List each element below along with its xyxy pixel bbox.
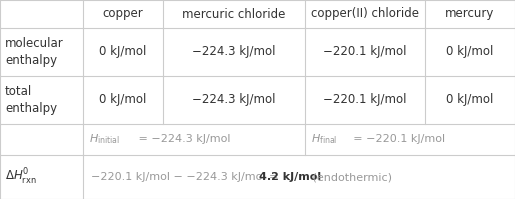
Text: $H_{\rm final}$: $H_{\rm final}$ xyxy=(311,133,337,146)
Text: 0 kJ/mol: 0 kJ/mol xyxy=(447,46,494,59)
Text: −220.1 kJ/mol: −220.1 kJ/mol xyxy=(323,46,407,59)
Text: 0 kJ/mol: 0 kJ/mol xyxy=(99,46,147,59)
Text: −220.1 kJ/mol − −224.3 kJ/mol =: −220.1 kJ/mol − −224.3 kJ/mol = xyxy=(91,172,282,182)
Text: copper: copper xyxy=(102,8,143,20)
Text: mercury: mercury xyxy=(445,8,495,20)
Text: = −224.3 kJ/mol: = −224.3 kJ/mol xyxy=(135,135,231,144)
Text: = −220.1 kJ/mol: = −220.1 kJ/mol xyxy=(351,135,445,144)
Text: −224.3 kJ/mol: −224.3 kJ/mol xyxy=(192,94,276,106)
Text: 0 kJ/mol: 0 kJ/mol xyxy=(99,94,147,106)
Text: total
enthalpy: total enthalpy xyxy=(5,85,57,115)
Text: molecular
enthalpy: molecular enthalpy xyxy=(5,37,64,67)
Text: 0 kJ/mol: 0 kJ/mol xyxy=(447,94,494,106)
Text: mercuric chloride: mercuric chloride xyxy=(182,8,286,20)
Text: −220.1 kJ/mol: −220.1 kJ/mol xyxy=(323,94,407,106)
Text: copper(II) chloride: copper(II) chloride xyxy=(311,8,419,20)
Text: $\Delta H^0_{\rm rxn}$: $\Delta H^0_{\rm rxn}$ xyxy=(5,167,37,187)
Text: 4.2 kJ/mol: 4.2 kJ/mol xyxy=(259,172,321,182)
Text: (endothermic): (endothermic) xyxy=(309,172,392,182)
Text: −224.3 kJ/mol: −224.3 kJ/mol xyxy=(192,46,276,59)
Text: $H_{\rm initial}$: $H_{\rm initial}$ xyxy=(89,133,120,146)
